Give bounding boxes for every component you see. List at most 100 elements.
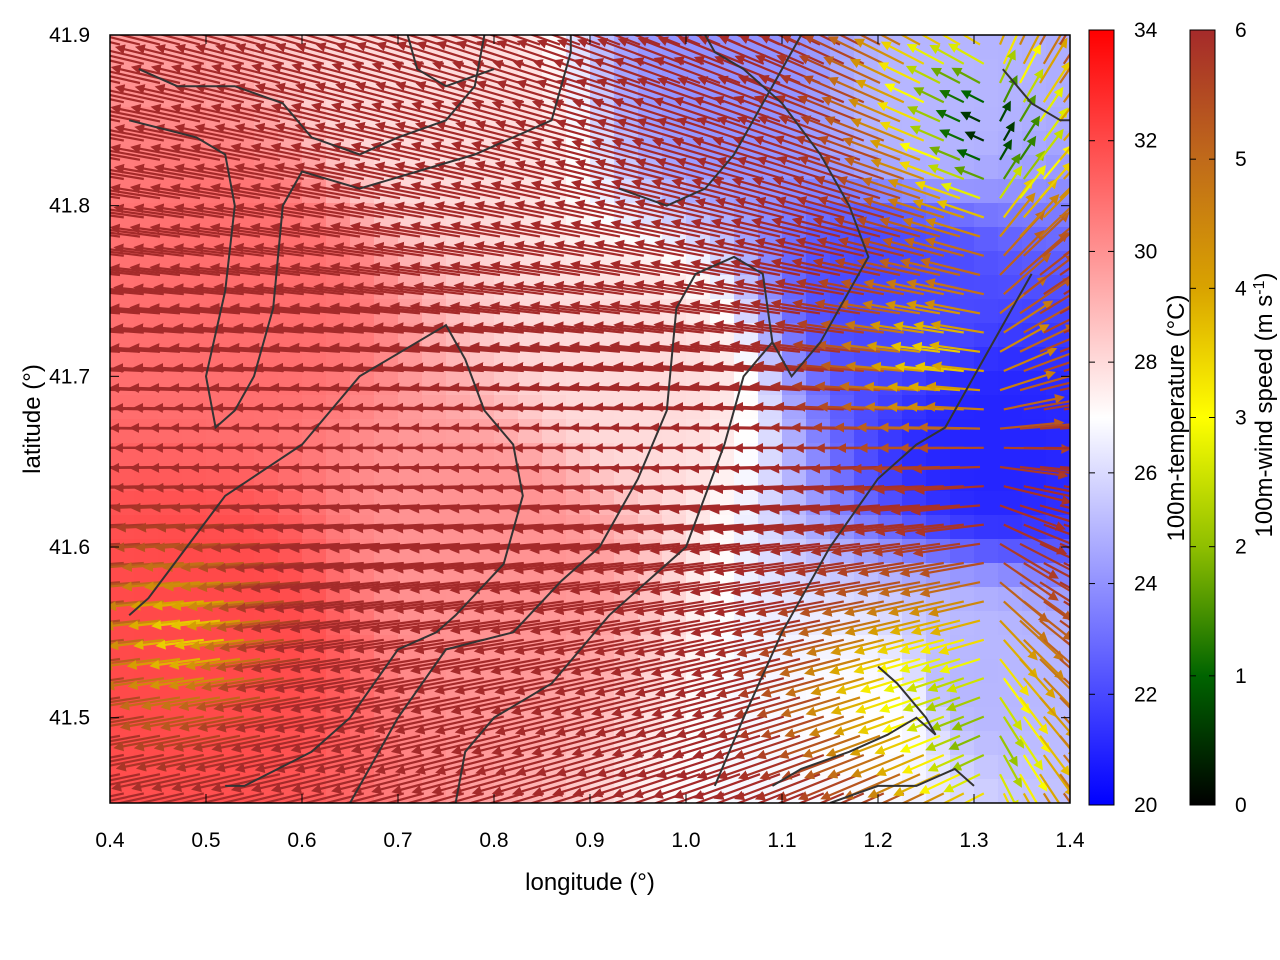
temperature-cell bbox=[446, 371, 471, 396]
temperature-cell bbox=[950, 443, 975, 468]
temperature-cell bbox=[806, 491, 831, 516]
temperature-cell bbox=[374, 443, 399, 468]
colorbar-tick-label: 32 bbox=[1134, 130, 1157, 153]
temperature-cell bbox=[878, 755, 903, 780]
temperature-cell bbox=[158, 419, 183, 444]
temperature-cell bbox=[710, 371, 735, 396]
temperature-cell bbox=[470, 539, 495, 564]
temperature-cell bbox=[254, 371, 279, 396]
temperature-cell bbox=[302, 491, 327, 516]
temperature-cell bbox=[302, 443, 327, 468]
temperature-cell bbox=[1022, 443, 1047, 468]
temperature-cell bbox=[182, 371, 207, 396]
temperature-cell bbox=[926, 371, 951, 396]
temperature-cell bbox=[974, 131, 999, 156]
temperature-cell bbox=[974, 683, 999, 708]
colorbar-tick-label: 30 bbox=[1134, 240, 1157, 263]
temperature-cell bbox=[902, 491, 927, 516]
colorbar-tick-label: 1 bbox=[1235, 665, 1247, 688]
temperature-cell bbox=[854, 443, 879, 468]
temperature-cell bbox=[278, 419, 303, 444]
temperature-cell bbox=[158, 323, 183, 348]
temperature-cell bbox=[422, 419, 447, 444]
temperature-cell bbox=[542, 443, 567, 468]
temperature-cell bbox=[134, 491, 159, 516]
colorbar-tick-label: 3 bbox=[1235, 407, 1247, 430]
temperature-cell bbox=[446, 443, 471, 468]
temperature-colorbar-title: 100m-temperature (°C) bbox=[1163, 294, 1190, 541]
temperature-cell bbox=[950, 539, 975, 564]
colorbar-tick-label: 6 bbox=[1235, 19, 1247, 42]
colorbar-tick-label: 0 bbox=[1235, 794, 1247, 817]
x-tick-label: 0.6 bbox=[287, 829, 316, 852]
temperature-cell bbox=[446, 539, 471, 564]
temperature-cell bbox=[1046, 419, 1070, 444]
temperature-cell bbox=[350, 443, 375, 468]
temperature-cell bbox=[206, 443, 231, 468]
temperature-cell bbox=[998, 419, 1023, 444]
y-tick-label: 41.6 bbox=[49, 536, 90, 559]
temperature-cell bbox=[662, 443, 687, 468]
temperature-cell bbox=[998, 443, 1023, 468]
y-tick-label: 41.8 bbox=[49, 195, 90, 218]
temperature-cell bbox=[734, 491, 759, 516]
temperature-cell bbox=[926, 491, 951, 516]
temperature-cell bbox=[878, 491, 903, 516]
temperature-cell bbox=[278, 539, 303, 564]
temperature-cell bbox=[134, 539, 159, 564]
colorbar-tick-label: 22 bbox=[1134, 683, 1157, 706]
wind-colorbar-title-end: ) bbox=[1251, 273, 1278, 281]
temperature-cell bbox=[734, 443, 759, 468]
temperature-colorbar: 20 22 24 26 28 30 32 34 100m-temperature (°C) bbox=[1088, 19, 1190, 817]
temperature-cell bbox=[974, 779, 999, 803]
temperature-cell bbox=[134, 443, 159, 468]
temperature-cell bbox=[326, 419, 351, 444]
temperature-cell bbox=[974, 35, 999, 60]
temperature-cell bbox=[470, 491, 495, 516]
temperature-cell bbox=[422, 539, 447, 564]
temperature-cell bbox=[998, 131, 1023, 156]
x-tick-label: 0.9 bbox=[575, 829, 604, 852]
temperature-cell bbox=[422, 371, 447, 396]
x-axis-title: longitude (°) bbox=[525, 869, 655, 896]
temperature-cell bbox=[974, 587, 999, 612]
temperature-cell bbox=[206, 419, 231, 444]
temperature-cell bbox=[254, 491, 279, 516]
temperature-cell bbox=[614, 539, 639, 564]
temperature-cell bbox=[110, 635, 135, 660]
temperature-cell bbox=[302, 371, 327, 396]
temperature-cell bbox=[254, 419, 279, 444]
temperature-cell bbox=[254, 443, 279, 468]
temperature-cell bbox=[734, 419, 759, 444]
temperature-cell bbox=[206, 323, 231, 348]
temperature-cell bbox=[830, 371, 855, 396]
temperature-cell bbox=[758, 491, 783, 516]
temperature-cell bbox=[254, 539, 279, 564]
wind-colorbar: 0 1 2 3 4 5 6 100m-wind speed (m s-1) bbox=[1189, 19, 1278, 817]
temperature-cell bbox=[374, 371, 399, 396]
wind-colorbar-title-main: 100m-wind speed (m s bbox=[1251, 295, 1278, 538]
temperature-cell bbox=[878, 419, 903, 444]
temperature-cell bbox=[206, 539, 231, 564]
temperature-cell bbox=[662, 371, 687, 396]
temperature-cell bbox=[854, 419, 879, 444]
temperature-cell bbox=[974, 467, 999, 492]
temperature-cell bbox=[542, 539, 567, 564]
temperature-cell bbox=[446, 419, 471, 444]
temperature-cell bbox=[518, 539, 543, 564]
temperature-cell bbox=[470, 443, 495, 468]
y-tick-label: 41.5 bbox=[49, 707, 90, 730]
temperature-cell bbox=[134, 275, 159, 300]
temperature-cell bbox=[230, 539, 255, 564]
temperature-cell bbox=[518, 443, 543, 468]
temperature-cell bbox=[542, 491, 567, 516]
temperature-cell bbox=[782, 443, 807, 468]
x-tick-label: 0.8 bbox=[479, 829, 508, 852]
temperature-cell bbox=[854, 371, 879, 396]
temperature-cell bbox=[638, 443, 663, 468]
temperature-cell bbox=[710, 539, 735, 564]
temperature-cell bbox=[566, 539, 591, 564]
x-tick-label: 0.4 bbox=[95, 829, 125, 852]
temperature-cell bbox=[974, 491, 999, 516]
temperature-cell bbox=[974, 275, 999, 300]
